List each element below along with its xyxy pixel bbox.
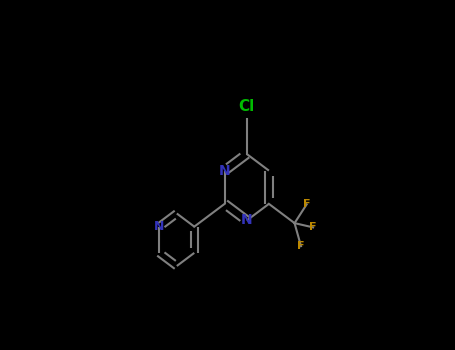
Text: Cl: Cl xyxy=(238,99,255,114)
Text: F: F xyxy=(297,241,305,251)
Text: N: N xyxy=(241,214,253,228)
Text: F: F xyxy=(303,199,310,209)
Text: N: N xyxy=(219,163,230,177)
Text: F: F xyxy=(309,222,317,232)
Text: N: N xyxy=(154,220,165,233)
